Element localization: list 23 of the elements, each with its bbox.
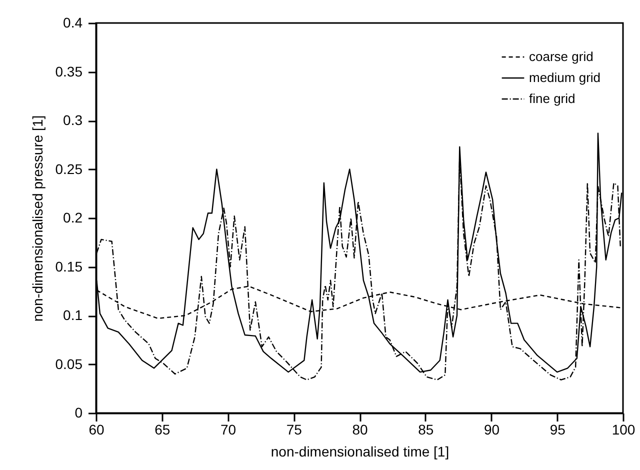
legend-label: fine grid [529, 91, 576, 106]
x-tick-label: 70 [220, 422, 236, 438]
legend-label: medium grid [529, 70, 601, 85]
y-tick-label: 0.15 [55, 258, 83, 274]
x-tick-label: 80 [352, 422, 368, 438]
y-tick-label: 0.35 [55, 63, 83, 80]
x-tick-label: 65 [154, 422, 170, 438]
x-axis-title: non-dimensionalised time [1] [270, 444, 450, 460]
y-tick-label: 0 [74, 404, 83, 420]
x-tick-label: 95 [550, 422, 566, 438]
y-tick-label: 0.2 [63, 210, 83, 226]
y-tick-label: 0.3 [63, 112, 83, 128]
x-tick-label: 75 [286, 422, 302, 438]
x-tick-label: 90 [484, 422, 500, 438]
y-tick-label: 0.25 [55, 160, 83, 177]
x-tick-label: 100 [612, 422, 636, 438]
y-tick-label: 0.4 [63, 14, 83, 30]
x-tick-label: 60 [88, 422, 104, 438]
y-tick-label: 0.05 [55, 356, 83, 372]
y-tick-label: 0.1 [63, 307, 83, 323]
legend-label: coarse grid [529, 49, 594, 64]
x-tick-label: 85 [418, 422, 434, 438]
y-axis-title: non-dimensionalised pressure [1] [29, 115, 46, 322]
